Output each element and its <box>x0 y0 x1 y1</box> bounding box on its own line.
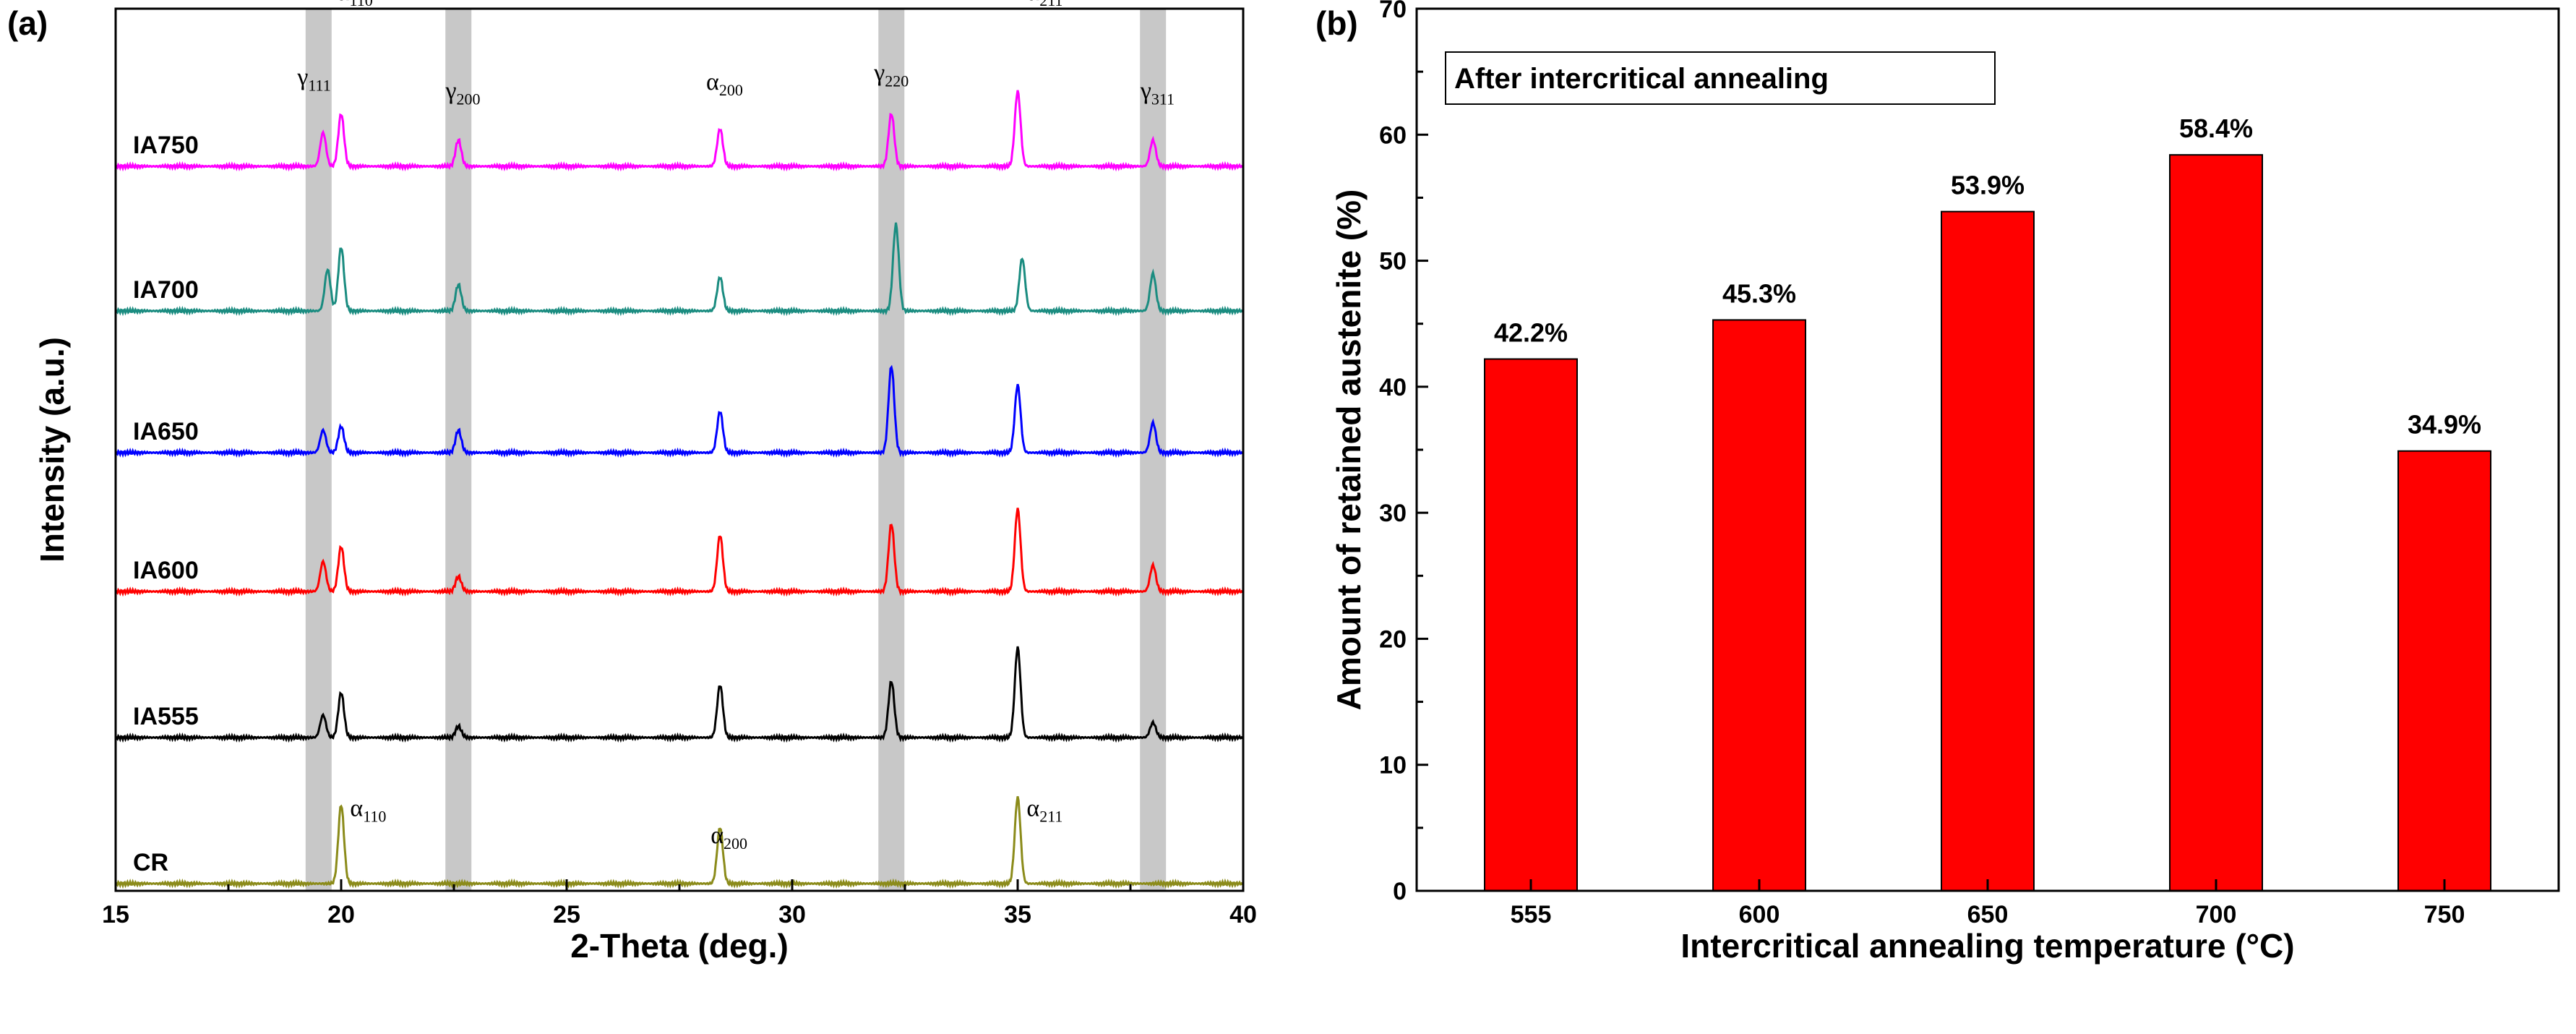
y-tick-label: 60 <box>1379 121 1407 149</box>
sample-label-ia600: IA600 <box>133 557 199 584</box>
xrd-line-ia600 <box>114 508 1244 597</box>
xrd-line-ia750 <box>114 90 1244 172</box>
sample-label-ia650: IA650 <box>133 418 199 445</box>
bar-650 <box>1941 210 2035 892</box>
xrd-line-ia700 <box>114 222 1244 317</box>
sample-label-ia700: IA700 <box>133 276 199 304</box>
bar-700 <box>2169 154 2263 892</box>
peak-label: α211 <box>1026 0 1062 9</box>
peak-labels: γ111 α110 γ200 α200 γ220 α211 γ311 α110 α200 α211 <box>296 0 1175 853</box>
x-tick-label: 40 <box>1229 901 1257 928</box>
x-tick-label: 600 <box>1739 901 1780 928</box>
x-tick-label: 555 <box>1511 901 1552 928</box>
x-tick-label: 700 <box>2196 901 2237 928</box>
x-tick-label: 750 <box>2424 901 2465 928</box>
xrd-series-group <box>114 90 1244 889</box>
bar-value-label: 42.2% <box>1494 318 1568 348</box>
peak-label: γ220 <box>873 59 909 90</box>
y-tick-label: 20 <box>1379 625 1407 653</box>
x-tick-label: 15 <box>102 901 129 928</box>
xrd-line-cr <box>114 795 1244 889</box>
sample-label-ia750: IA750 <box>133 132 199 159</box>
x-tick-label: 20 <box>327 901 355 928</box>
chart-title-b: After intercritical annealing <box>1454 63 1829 95</box>
peak-label: α200 <box>706 69 743 99</box>
y-tick-label: 50 <box>1379 248 1407 275</box>
peak-label: γ200 <box>445 77 480 108</box>
y-tick-label: 0 <box>1393 878 1407 905</box>
peak-label: α200 <box>710 822 747 853</box>
peak-label: α211 <box>1026 795 1062 825</box>
y-tick-label: 40 <box>1379 374 1407 401</box>
x-axis-ticks-a: 15 20 25 30 35 40 <box>102 879 1257 928</box>
sample-label-cr: CR <box>133 849 168 876</box>
xrd-line-ia555 <box>114 646 1244 743</box>
peak-label: α110 <box>350 795 386 825</box>
y-tick-label: 30 <box>1379 500 1407 527</box>
xrd-panel: (a) IA750 IA700 IA650 IA600 IA555 CR γ111 α110… <box>7 0 1257 965</box>
bar-value-label: 58.4% <box>2179 114 2253 143</box>
shaded-bands <box>305 9 1167 891</box>
bar-750 <box>2397 450 2491 892</box>
x-axis-title-b: Intercritical annealing temperature (°C) <box>1680 927 2294 965</box>
peak-label: α110 <box>337 0 373 9</box>
bar-value-label: 45.3% <box>1722 278 1796 308</box>
y-tick-label: 70 <box>1379 0 1407 23</box>
xrd-line-ia650 <box>114 364 1244 458</box>
shaded-band <box>878 9 905 891</box>
bar-value-label: 53.9% <box>1951 171 2025 200</box>
x-tick-label: 650 <box>1967 901 2009 928</box>
bars <box>1484 154 2491 892</box>
x-axis-title-a: 2-Theta (deg.) <box>570 927 789 965</box>
x-axis-ticks-b: 555 600 650 700 750 <box>1511 879 2465 928</box>
y-axis-ticks-b: 0 10 20 30 40 50 60 70 <box>1379 0 1428 905</box>
bar-value-labels: 42.2% 45.3% 53.9% 58.4% 34.9% <box>1494 114 2481 440</box>
y-axis-title-a: Intensity (a.u.) <box>33 337 71 563</box>
x-tick-label: 30 <box>778 901 806 928</box>
sample-labels: IA750 IA700 IA650 IA600 IA555 CR <box>133 132 199 876</box>
bar-value-label: 34.9% <box>2408 410 2481 440</box>
peak-label: γ111 <box>296 64 330 95</box>
y-axis-title-b: Amount of retained austenite (%) <box>1330 189 1368 711</box>
panel-a-label: (a) <box>7 4 48 42</box>
y-tick-label: 10 <box>1379 752 1407 779</box>
bar-600 <box>1712 319 1806 892</box>
title-box <box>1445 51 1996 105</box>
bar-555 <box>1484 358 1578 892</box>
panel-b-label: (b) <box>1315 4 1358 42</box>
sample-label-ia555: IA555 <box>133 703 199 730</box>
x-tick-label: 25 <box>553 901 580 928</box>
peak-label: γ311 <box>1140 77 1175 108</box>
bar-panel: (b) 42.2% 45.3% 53.9% 58.4% 34.9% 0 10 20 30 40 5… <box>1315 0 2560 965</box>
x-tick-label: 35 <box>1004 901 1031 928</box>
